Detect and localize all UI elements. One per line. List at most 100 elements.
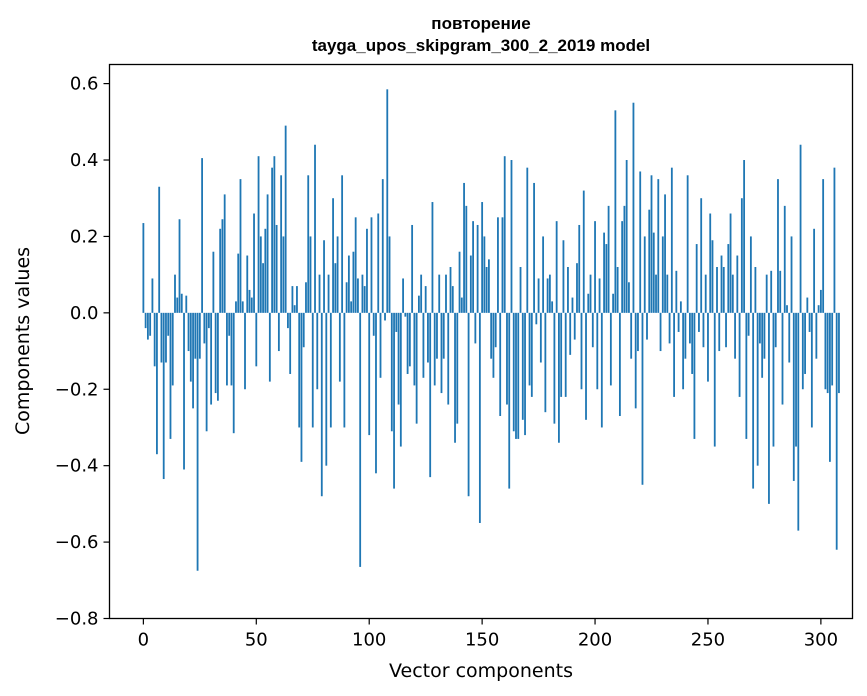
bar [655, 274, 657, 313]
bar [777, 179, 779, 313]
bar [707, 312, 709, 382]
bar [250, 297, 253, 313]
bar [366, 228, 368, 313]
bar [259, 236, 262, 313]
bar [605, 244, 608, 313]
x-tick-label: 100 [352, 630, 386, 651]
bar [759, 312, 761, 344]
bar [492, 312, 495, 378]
bar [334, 263, 337, 313]
bar [399, 312, 402, 447]
bar [235, 301, 237, 313]
bar [546, 278, 549, 313]
bar [761, 312, 764, 378]
bar [478, 312, 481, 523]
bar [824, 312, 827, 390]
bar [370, 217, 373, 313]
bar [237, 253, 240, 313]
bar [569, 312, 572, 355]
bar [833, 167, 836, 313]
bar [677, 312, 680, 332]
bar [749, 236, 752, 313]
bar [424, 286, 427, 313]
bar [770, 270, 773, 313]
bar [217, 312, 219, 401]
bar [661, 236, 664, 313]
bar [361, 274, 364, 313]
bar [684, 312, 687, 359]
bar [548, 274, 551, 313]
bar [158, 186, 161, 313]
bar [228, 312, 231, 336]
bar [248, 289, 251, 313]
bar [447, 312, 450, 405]
bar [603, 232, 605, 313]
bar [630, 312, 633, 359]
x-tick-label: 300 [804, 630, 838, 651]
bar [792, 312, 795, 481]
bar [551, 301, 554, 313]
bar [740, 198, 743, 313]
x-tick-label: 200 [578, 630, 612, 651]
bar [490, 312, 493, 359]
bar [567, 267, 569, 313]
bar [582, 190, 585, 313]
bar [390, 312, 393, 432]
bar [241, 301, 244, 313]
bar [350, 301, 353, 313]
x-axis-ticks: 0 50 100 150 200 250 300 [138, 618, 838, 651]
bar [542, 236, 545, 313]
bar [212, 251, 215, 313]
bar [384, 312, 386, 321]
bar [702, 312, 705, 348]
bar [377, 213, 380, 313]
bar [467, 312, 470, 497]
bar [210, 312, 213, 405]
bar [404, 312, 407, 317]
bar [318, 274, 321, 313]
bar [343, 312, 346, 428]
bar [440, 312, 443, 394]
bar [287, 312, 289, 329]
bar [790, 236, 793, 313]
bar [648, 209, 651, 313]
bar [381, 179, 384, 313]
bar [329, 312, 332, 428]
bar [822, 179, 825, 313]
bar [734, 312, 736, 359]
bar [596, 312, 599, 390]
bar [379, 312, 382, 378]
bar [754, 267, 757, 313]
bar [207, 312, 210, 329]
bar [481, 202, 484, 313]
bar [338, 312, 341, 382]
bar [307, 175, 310, 313]
bar [244, 312, 246, 390]
bar [296, 286, 298, 313]
bar [576, 263, 578, 313]
bar [639, 171, 642, 313]
bar [345, 282, 348, 313]
bar [433, 312, 436, 386]
y-axis-label: Components values [12, 247, 34, 435]
bar [341, 175, 344, 313]
bar [616, 267, 619, 313]
bar [600, 312, 603, 428]
bar [454, 312, 456, 443]
y-tick-label: −0.4 [55, 456, 99, 477]
bar [445, 274, 447, 313]
bar [788, 312, 791, 363]
bar [372, 312, 375, 336]
y-tick-label: −0.6 [55, 532, 99, 553]
bar [422, 312, 425, 378]
bar [587, 293, 590, 313]
bar [709, 213, 712, 313]
bar [262, 263, 264, 313]
bar [756, 312, 759, 466]
bar [201, 158, 203, 313]
bar [408, 312, 411, 367]
bar [357, 278, 359, 313]
bar [429, 312, 432, 478]
bar [838, 312, 840, 394]
bar [722, 267, 725, 313]
